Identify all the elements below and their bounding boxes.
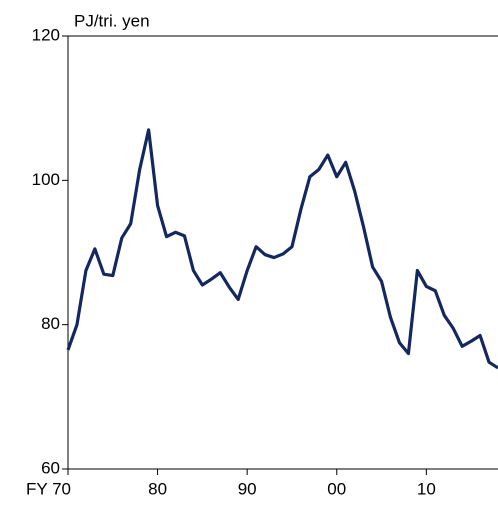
x-tick-label: 00 (327, 479, 346, 498)
y-tick-label: 120 (32, 25, 60, 44)
x-tick-label: FY 70 (26, 479, 71, 498)
y-tick-label: 60 (41, 458, 60, 477)
y-tick-label: 100 (32, 170, 60, 189)
y-tick-label: 80 (41, 314, 60, 333)
data-line (66, 128, 498, 370)
y-axis-label: PJ/tri. yen (74, 11, 150, 30)
x-tick-label: 90 (238, 479, 257, 498)
x-tick-label: 80 (148, 479, 167, 498)
x-tick-label: 10 (417, 479, 436, 498)
